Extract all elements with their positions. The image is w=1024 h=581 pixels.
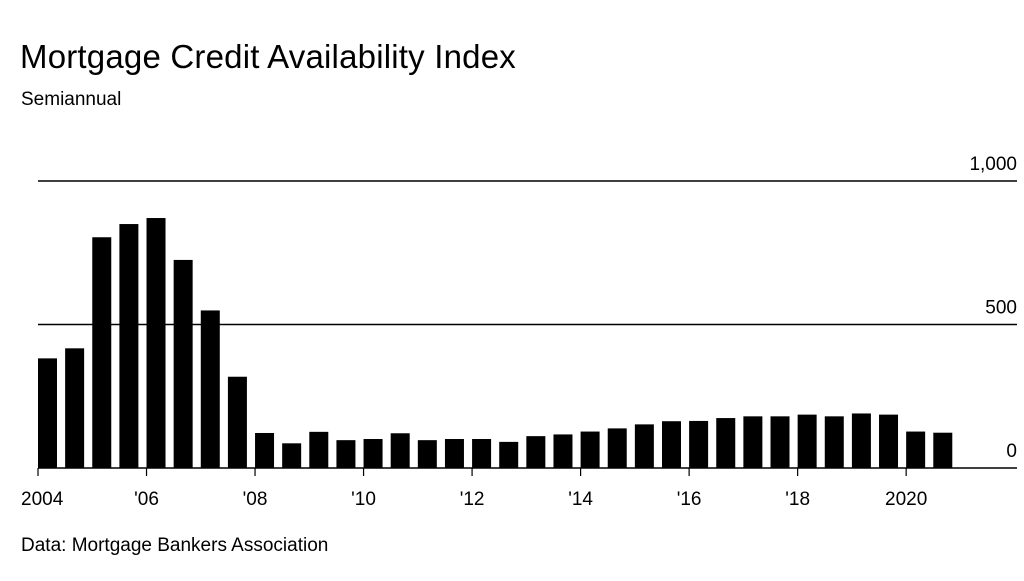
- bar: [716, 418, 736, 468]
- y-axis-labels: 0 500 1,000: [969, 154, 1017, 462]
- source-note: Data: Mortgage Bankers Association: [21, 535, 329, 556]
- y-tick-label: 500: [985, 298, 1017, 319]
- bar: [472, 439, 492, 468]
- x-tick-label: 2020: [885, 489, 927, 510]
- bar: [200, 310, 220, 468]
- bar: [770, 416, 790, 468]
- bars: [38, 218, 953, 468]
- bar: [580, 431, 600, 468]
- bar: [336, 440, 356, 468]
- x-tick-label: '18: [785, 489, 810, 510]
- x-tick-label: '10: [351, 489, 376, 510]
- bar: [173, 259, 193, 468]
- bar: [255, 432, 275, 468]
- x-axis: 2004 '06 '08 '10 '12 '14 '16 '18 2020: [21, 467, 1017, 510]
- bar: [906, 431, 926, 468]
- bar: [92, 237, 112, 468]
- chart-title: Mortgage Credit Availability Index: [20, 38, 516, 75]
- bar: [851, 413, 871, 468]
- bar: [65, 348, 85, 468]
- bar: [526, 436, 546, 468]
- bar: [797, 414, 817, 468]
- bar: [824, 416, 844, 468]
- x-tick-label: '06: [134, 489, 159, 510]
- bar: [607, 428, 627, 468]
- y-tick-label: 0: [1006, 441, 1017, 462]
- x-tick-label: '14: [568, 489, 593, 510]
- y-tick-label: 1,000: [969, 154, 1017, 175]
- bar: [119, 224, 139, 468]
- bar: [743, 416, 763, 468]
- bar: [227, 376, 247, 468]
- bar: [933, 432, 953, 468]
- bar: [390, 433, 410, 468]
- bar: [661, 421, 681, 468]
- x-tick-label: '12: [460, 489, 485, 510]
- x-tick-label: '08: [243, 489, 268, 510]
- bar: [634, 424, 654, 468]
- bar: [499, 441, 519, 468]
- bar: [553, 434, 573, 468]
- bar: [444, 439, 464, 468]
- bar: [282, 443, 302, 468]
- bar: [38, 358, 57, 468]
- bar: [146, 218, 166, 468]
- chart-subtitle: Semiannual: [21, 89, 122, 110]
- bar: [689, 420, 709, 468]
- bar: [417, 440, 437, 468]
- bar: [879, 414, 899, 468]
- x-tick-label: 2004: [21, 489, 64, 510]
- bar: [363, 439, 383, 468]
- x-tick-label: '16: [677, 489, 702, 510]
- bar: [309, 431, 329, 468]
